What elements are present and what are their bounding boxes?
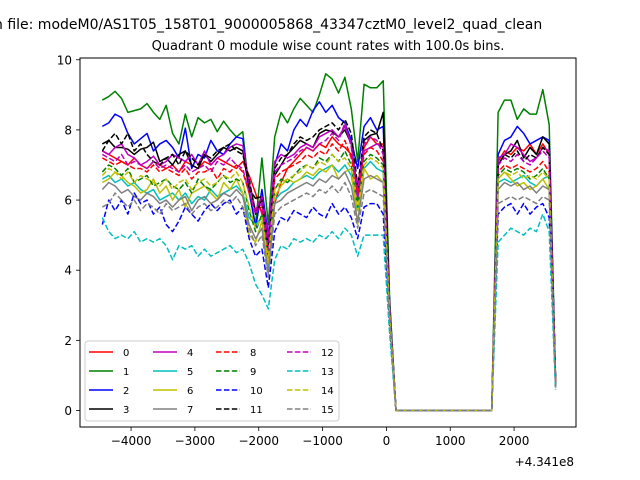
x-tick-label: 0 <box>383 434 391 448</box>
legend-label-12: 12 <box>321 348 334 359</box>
legend-label-11: 11 <box>250 405 263 416</box>
legend-label-8: 8 <box>250 348 256 359</box>
legend-label-1: 1 <box>123 367 129 378</box>
legend-box <box>84 340 340 422</box>
series-line-10 <box>101 192 557 412</box>
y-tick-label: 6 <box>64 194 72 208</box>
x-tick-label: 1000 <box>435 434 466 448</box>
y-tick-label: 8 <box>64 123 72 137</box>
file-header: n file: modeM0/AS1T05_158T01_9000005868_… <box>0 17 542 33</box>
legend-label-10: 10 <box>250 386 263 397</box>
series-line-14 <box>101 153 557 412</box>
legend-label-6: 6 <box>187 386 193 397</box>
legend-label-4: 4 <box>187 348 193 359</box>
legend-label-15: 15 <box>321 405 334 416</box>
y-axis: 0 2 4 6 8 10 <box>57 53 80 418</box>
y-tick-label: 10 <box>57 53 72 67</box>
legend-label-7: 7 <box>187 405 193 416</box>
series-line-11 <box>101 118 557 412</box>
x-tick-label: −3000 <box>175 434 216 448</box>
x-tick-label: −1000 <box>302 434 343 448</box>
y-tick-label: 2 <box>64 334 72 348</box>
legend-label-2: 2 <box>123 386 129 397</box>
x-axis: −4000 −3000 −2000 −1000 0 1000 2000 <box>111 427 530 448</box>
legend-label-5: 5 <box>187 367 193 378</box>
legend-label-3: 3 <box>123 405 129 416</box>
plot-area <box>101 73 557 412</box>
x-tick-label: −2000 <box>238 434 279 448</box>
legend-label-9: 9 <box>250 367 256 378</box>
legend-label-13: 13 <box>321 367 334 378</box>
series-line-15 <box>101 181 557 412</box>
y-tick-label: 4 <box>64 264 72 278</box>
y-tick-label: 0 <box>64 404 72 418</box>
x-offset-label: +4.341e8 <box>515 455 574 469</box>
legend-label-14: 14 <box>321 386 334 397</box>
x-tick-label: −4000 <box>111 434 152 448</box>
x-tick-label: 2000 <box>499 434 530 448</box>
legend-label-0: 0 <box>123 348 129 359</box>
chart-title: Quadrant 0 module wise count rates with … <box>152 39 505 54</box>
axes-frame <box>79 57 577 428</box>
